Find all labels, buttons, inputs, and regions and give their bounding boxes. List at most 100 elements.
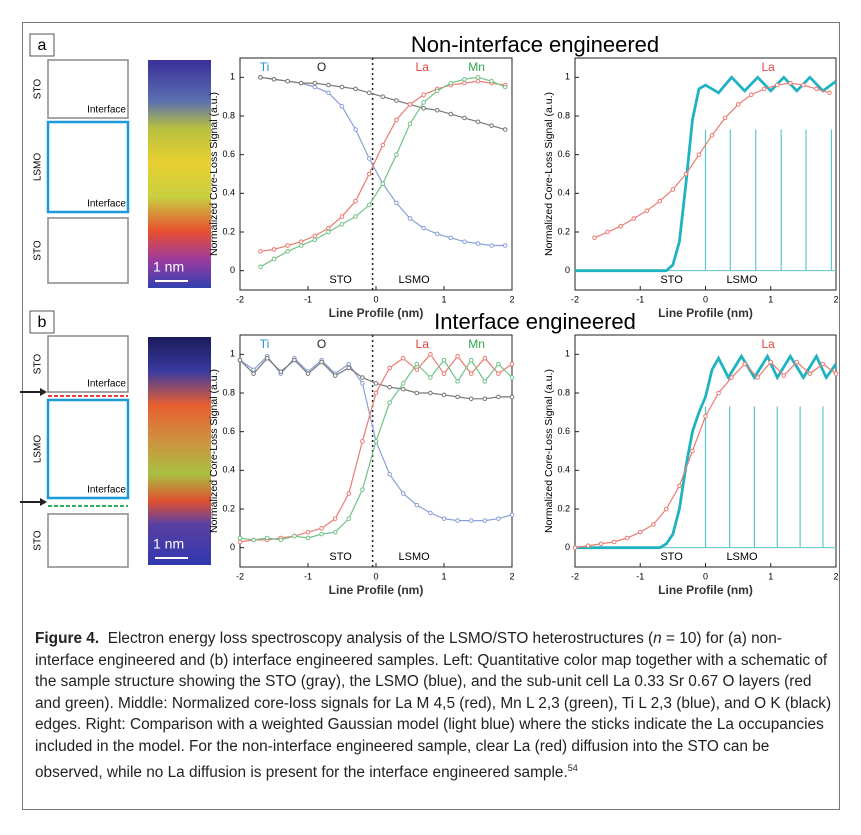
data-point — [801, 82, 806, 88]
sto-box — [47, 335, 129, 393]
data-point — [305, 529, 311, 535]
data-point — [298, 243, 304, 248]
data-point — [462, 76, 467, 82]
data-point — [482, 396, 488, 402]
data-point — [475, 78, 481, 84]
data-point — [489, 243, 494, 248]
data-point — [373, 390, 379, 396]
data-point — [502, 84, 508, 90]
data-point — [462, 115, 467, 121]
x-axis-label: Line Profile (nm) — [658, 583, 753, 597]
data-point — [373, 381, 379, 386]
data-point — [380, 142, 386, 148]
x-tick-label: -2 — [236, 571, 244, 581]
data-point — [820, 361, 826, 367]
data-point — [814, 86, 819, 92]
data-point — [312, 237, 318, 243]
data-point — [366, 156, 372, 161]
x-tick-label: -2 — [236, 294, 244, 304]
data-point — [407, 216, 413, 221]
data-point — [285, 78, 290, 84]
y-tick-label: 0 — [565, 265, 570, 275]
x-tick-label: -1 — [636, 571, 644, 581]
data-point — [833, 371, 839, 376]
data-point — [360, 375, 365, 380]
caption-italic: n — [653, 630, 662, 647]
data-point — [366, 202, 372, 208]
data-point — [729, 375, 734, 380]
series-line — [575, 75, 837, 273]
data-point — [380, 181, 386, 186]
y-axis-label: Normalized Core-Loss Signal (a.u.) — [543, 369, 555, 533]
data-point — [434, 107, 440, 113]
data-point — [394, 117, 399, 123]
y-tick-label: 0.6 — [222, 426, 235, 436]
panel-title: Interface engineered — [434, 309, 636, 334]
y-tick-label: 0.4 — [557, 465, 570, 475]
lsmo-box — [46, 120, 130, 214]
y-tick-label: 1 — [230, 72, 235, 82]
x-tick-label: -1 — [636, 294, 644, 304]
figure: a Non-interface engineered STO LSMO STO Inter… — [20, 32, 839, 597]
data-point — [428, 390, 433, 396]
x-tick-label: -1 — [304, 571, 312, 581]
data-point — [716, 390, 721, 396]
data-point — [339, 214, 345, 219]
data-point — [428, 510, 433, 516]
data-point — [387, 384, 392, 390]
data-point — [709, 133, 715, 138]
x-tick-label: 0 — [703, 294, 708, 304]
data-point — [285, 249, 290, 254]
data-point — [496, 516, 501, 521]
x-tick-label: 1 — [441, 294, 446, 304]
data-point — [462, 80, 467, 86]
sto-box — [47, 513, 129, 568]
data-point — [605, 229, 610, 235]
color-map — [148, 337, 211, 565]
layer-label: STO — [33, 79, 44, 100]
sto-box — [47, 59, 129, 119]
y-tick-label: 0.6 — [557, 149, 570, 159]
data-point — [332, 529, 338, 535]
data-point — [326, 90, 331, 96]
data-point — [742, 361, 747, 367]
region-label: LSMO — [726, 551, 758, 563]
data-point — [748, 92, 754, 98]
y-tick-label: 0.6 — [222, 149, 235, 159]
data-point — [237, 357, 243, 363]
data-point — [677, 483, 682, 489]
chart: -2 -1 0 1 2 0 0.2 0.4 0.6 0.8 1 Line Profile (nm) No… — [208, 57, 515, 320]
data-point — [448, 111, 454, 117]
data-point — [755, 375, 761, 380]
y-tick-label: 1 — [565, 349, 570, 359]
data-point — [251, 537, 256, 543]
data-point — [326, 225, 331, 231]
panel-label-box — [29, 33, 55, 57]
x-tick-label: 1 — [768, 294, 773, 304]
legend-label: Ti — [260, 337, 270, 351]
caption-label: Figure 4. — [35, 630, 100, 647]
layer-label: STO — [33, 240, 44, 261]
y-tick-label: 0.2 — [222, 226, 235, 236]
data-point — [407, 121, 413, 127]
data-point — [428, 352, 433, 357]
data-point — [637, 529, 643, 535]
data-point — [387, 471, 392, 477]
data-point — [475, 75, 481, 80]
data-point — [421, 225, 426, 231]
data-point — [353, 86, 358, 92]
data-point — [788, 80, 793, 86]
data-point — [394, 152, 399, 157]
data-point — [502, 243, 508, 248]
data-point — [644, 208, 650, 214]
y-tick-label: 0.6 — [557, 426, 570, 436]
data-point — [434, 231, 440, 237]
y-tick-label: 0.4 — [222, 188, 235, 198]
data-point — [807, 371, 813, 376]
region-label: STO — [329, 274, 352, 286]
data-point — [455, 353, 460, 359]
caption-text: Electron energy loss spectroscopy analys… — [107, 630, 654, 647]
panel-label-box — [29, 310, 55, 334]
caption-ref: 54 — [567, 762, 578, 773]
